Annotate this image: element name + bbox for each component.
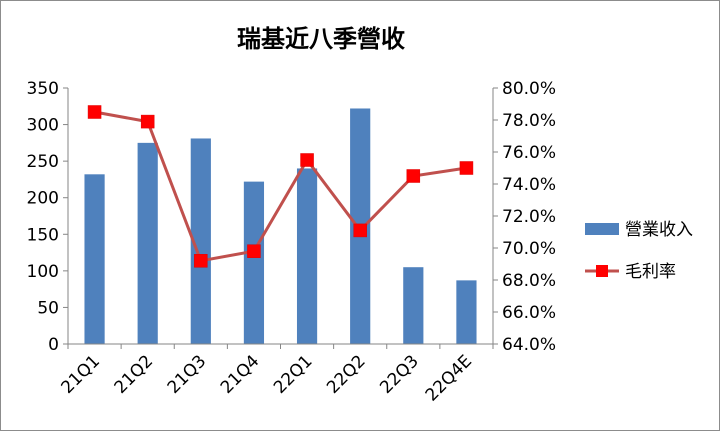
- margin-marker-21Q3: [194, 254, 208, 268]
- bar-22Q1: [296, 168, 318, 344]
- left-tick-label: 250: [27, 152, 59, 172]
- margin-marker-22Q4E: [459, 161, 474, 175]
- bar-22Q4E: [456, 280, 477, 344]
- right-tick-label: 68.0%: [502, 271, 556, 291]
- bar-21Q3: [190, 138, 211, 344]
- margin-marker-22Q3: [406, 169, 421, 183]
- margin-marker-22Q1: [300, 153, 314, 167]
- x-tick-label: 22Q2: [323, 351, 370, 398]
- margin-line: [94, 110, 467, 263]
- legend-bar-label: 營業收入: [625, 220, 693, 240]
- x-tick-label: 22Q1: [270, 351, 317, 398]
- right-tick-label: 64.0%: [502, 335, 556, 355]
- chart-title: 瑞基近八季營收: [237, 25, 405, 53]
- x-tick-label: 21Q1: [58, 351, 105, 398]
- bar-21Q1: [84, 174, 105, 344]
- left-tick-label: 100: [27, 262, 59, 282]
- bar-22Q3: [403, 267, 424, 344]
- x-tick-label: 22Q3: [376, 351, 423, 398]
- margin-marker-21Q1: [87, 105, 102, 119]
- bar-21Q4: [243, 181, 265, 344]
- legend-line-label: 毛利率: [625, 262, 676, 282]
- right-tick-label: 66.0%: [502, 303, 556, 323]
- margin-marker-21Q4: [247, 244, 261, 258]
- right-tick-label: 70.0%: [502, 239, 556, 259]
- x-tick-label: 21Q4: [217, 351, 264, 398]
- legend-line-marker: [596, 265, 608, 277]
- margin-marker-22Q2: [353, 223, 367, 238]
- x-tick-label: 21Q2: [111, 351, 158, 398]
- right-tick-label: 72.0%: [502, 207, 556, 227]
- left-tick-label: 0: [48, 335, 59, 355]
- left-tick-label: 350: [27, 79, 59, 99]
- bar-21Q2: [137, 142, 158, 344]
- left-tick-label: 300: [27, 116, 59, 136]
- legend-bar-swatch: [585, 223, 619, 235]
- left-tick-label: 200: [27, 189, 59, 209]
- right-tick-label: 74.0%: [502, 175, 556, 195]
- right-tick-label: 80.0%: [502, 79, 556, 99]
- margin-marker-21Q2: [140, 114, 155, 129]
- left-tick-label: 150: [27, 225, 59, 245]
- left-tick-label: 50: [37, 298, 59, 318]
- x-tick-label: 22Q4E: [422, 351, 476, 405]
- right-tick-label: 76.0%: [502, 143, 556, 163]
- x-tick-label: 21Q3: [164, 351, 211, 398]
- right-tick-label: 78.0%: [502, 111, 556, 131]
